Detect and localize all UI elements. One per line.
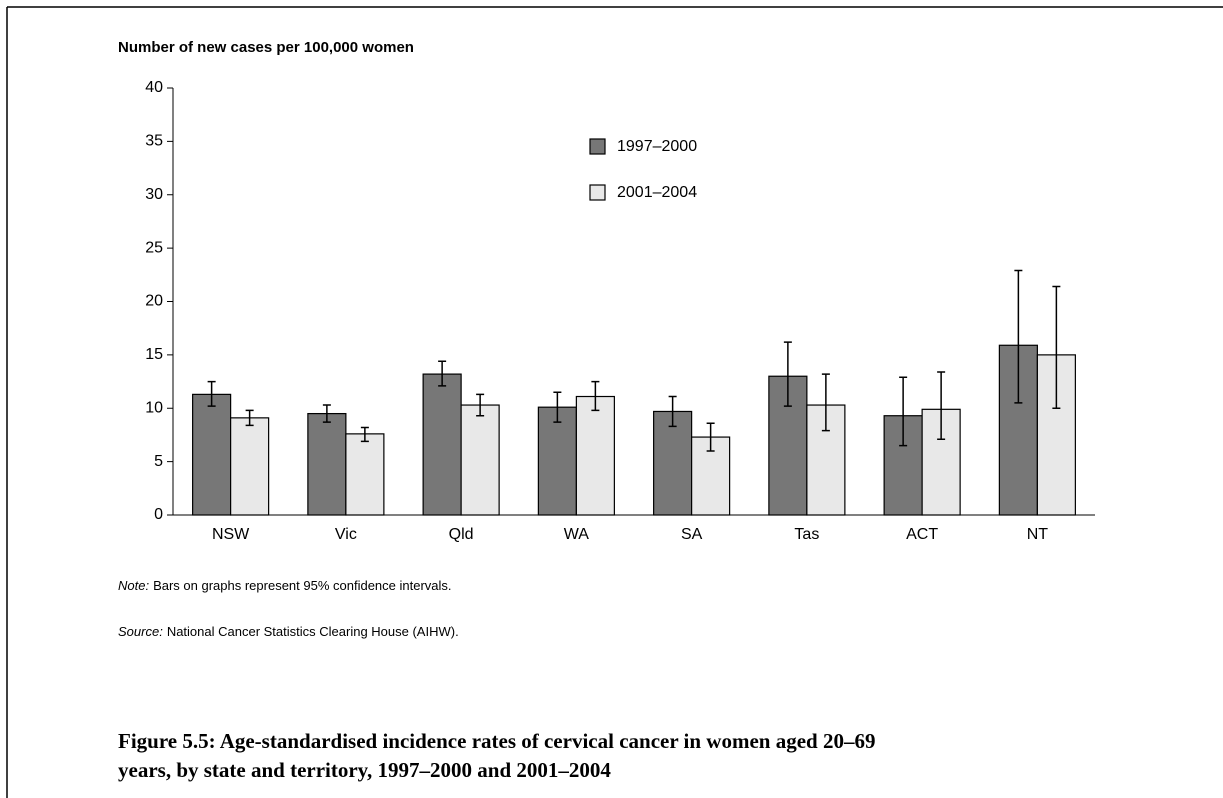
source-label: Source: (118, 624, 163, 639)
error-bar (591, 380, 600, 412)
note-text: Bars on graphs represent 95% confidence … (153, 578, 451, 593)
legend-label: 1997–2000 (617, 138, 697, 155)
legend-label: 2001–2004 (617, 184, 697, 201)
x-tick-label: ACT (906, 526, 938, 543)
bar (345, 433, 385, 516)
y-tick-label: 5 (154, 453, 163, 470)
error-bar (937, 371, 946, 440)
error-bar (476, 393, 485, 417)
y-tick-label: 10 (145, 399, 163, 416)
legend-swatch (589, 138, 606, 155)
error-bar (360, 426, 369, 443)
note: Note: Bars on graphs represent 95% confid… (118, 578, 452, 593)
bar (575, 395, 615, 516)
x-tick-label: Qld (449, 526, 474, 543)
bar (460, 404, 500, 516)
x-tick-label: Vic (335, 526, 357, 543)
error-bar (668, 395, 677, 428)
y-axis-title: Number of new cases per 100,000 women (118, 39, 414, 56)
error-bar (899, 376, 908, 447)
x-tick-label: SA (681, 526, 703, 543)
y-tick-label: 30 (145, 186, 163, 203)
x-tick-label: WA (564, 526, 590, 543)
y-tick-label: 25 (145, 239, 163, 256)
legend-swatch (589, 184, 606, 201)
bar (307, 412, 347, 516)
x-tick-label: Tas (794, 526, 819, 543)
bar (422, 373, 462, 516)
source: Source: National Cancer Statistics Cleari… (118, 624, 459, 639)
caption-line: Figure 5.5: Age-standardised incidence r… (118, 729, 875, 753)
error-bar (783, 341, 792, 407)
y-tick-label: 0 (154, 506, 163, 523)
error-bar (706, 422, 715, 452)
source-text: National Cancer Statistics Clearing Hous… (167, 624, 459, 639)
bar (192, 393, 232, 516)
error-bar (245, 409, 254, 427)
y-tick-label: 20 (145, 293, 163, 310)
error-bar (207, 380, 216, 407)
error-bar (322, 404, 331, 423)
error-bar (553, 391, 562, 423)
y-tick-label: 40 (145, 79, 163, 96)
error-bar (1052, 285, 1061, 409)
error-bar (821, 373, 830, 432)
x-tick-label: NT (1027, 526, 1049, 543)
error-bar (1014, 269, 1023, 404)
caption-line: years, by state and territory, 1997–2000… (118, 758, 611, 782)
error-bar (438, 360, 447, 387)
x-tick-label: NSW (212, 526, 250, 543)
note-label: Note: (118, 578, 149, 593)
y-tick-label: 15 (145, 346, 163, 363)
bar (230, 417, 270, 516)
y-tick-label: 35 (145, 133, 163, 150)
bar (537, 406, 577, 516)
